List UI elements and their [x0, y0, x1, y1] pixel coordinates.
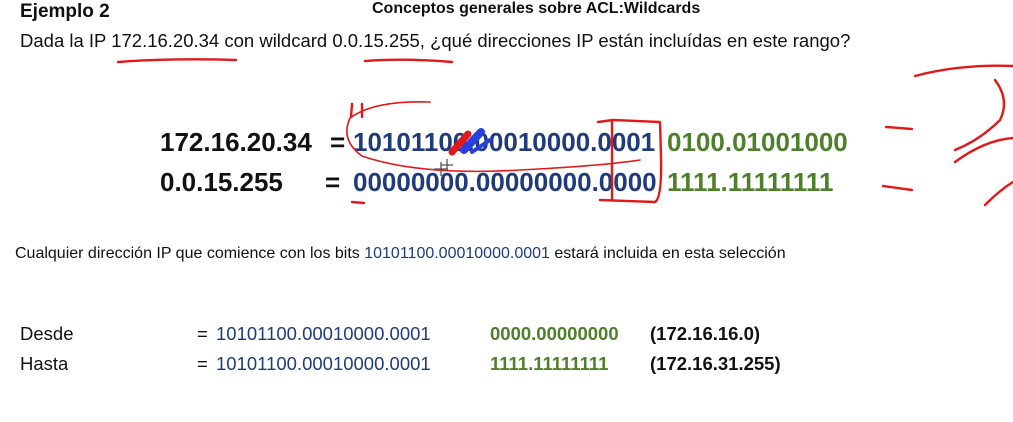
wildcard-equals: =: [325, 167, 341, 197]
statement-line: Cualquier dirección IP que comience con …: [15, 245, 786, 263]
statement-bits: 10101100.00010000.0001: [364, 245, 550, 262]
curve-right-top: [913, 64, 1013, 78]
question-mid: con wildcard: [219, 30, 333, 51]
question-prefix: Dada la IP: [20, 30, 112, 51]
dash-right-1: [884, 125, 914, 131]
range-to-row: Hasta = 10101100.00010000.0001 1111.1111…: [20, 353, 1010, 379]
dash-under-wildcard: [350, 200, 366, 205]
question-ip: 172.16.20.34: [111, 30, 220, 51]
range-from-bits-free: 0000.00000000: [490, 323, 619, 344]
dash-right-2: [881, 184, 914, 192]
example-label: Ejemplo 2: [20, 1, 110, 22]
range-from-label: Desde: [20, 323, 74, 344]
range-from-row: Desde = 10101100.00010000.0001 0000.0000…: [20, 323, 1010, 349]
curve-right-bottom: [983, 180, 1013, 207]
question-suffix: , ¿qué direcciones IP están incluídas en…: [419, 30, 851, 51]
ip-bits-fixed: 10101100.00010000.0001: [353, 127, 656, 157]
range-to-equals: =: [197, 353, 208, 374]
ip-bits-free: 0100.01001000: [667, 127, 848, 157]
range-to-result: (172.16.31.255): [650, 353, 781, 374]
curve-right-middle: [953, 136, 1013, 164]
range-from-result: (172.16.16.0): [650, 323, 761, 344]
question-line: Dada la IP 172.16.20.34 con wildcard 0.0…: [20, 30, 850, 52]
range-to-bits-fixed: 10101100.00010000.0001: [216, 353, 431, 374]
range-to-bits-free: 1111.11111111: [490, 353, 609, 374]
statement-suffix: estará incluida en esta selección: [549, 245, 786, 262]
underline-wildcard: [363, 58, 454, 64]
question-wildcard: 0.0.15.255: [332, 30, 420, 51]
range-from-bits-fixed: 10101100.00010000.0001: [216, 323, 431, 344]
wildcard-label: 0.0.15.255: [160, 167, 283, 197]
wildcard-bits-free: 1111.11111111: [667, 167, 834, 197]
curve-right-arrow: [953, 78, 1006, 152]
statement-prefix: Cualquier dirección IP que comience con …: [15, 245, 365, 262]
slide-title: Conceptos generales sobre ACL:Wildcards: [372, 0, 701, 17]
wildcard-bits-fixed: 00000000.00000000.0000: [353, 167, 657, 197]
range-to-label: Hasta: [20, 353, 69, 374]
tick-mark-1: [349, 102, 354, 119]
underline-ip: [116, 58, 238, 64]
ip-label: 172.16.20.34: [160, 127, 312, 157]
range-from-equals: =: [197, 323, 208, 344]
ip-equals: =: [330, 127, 346, 157]
